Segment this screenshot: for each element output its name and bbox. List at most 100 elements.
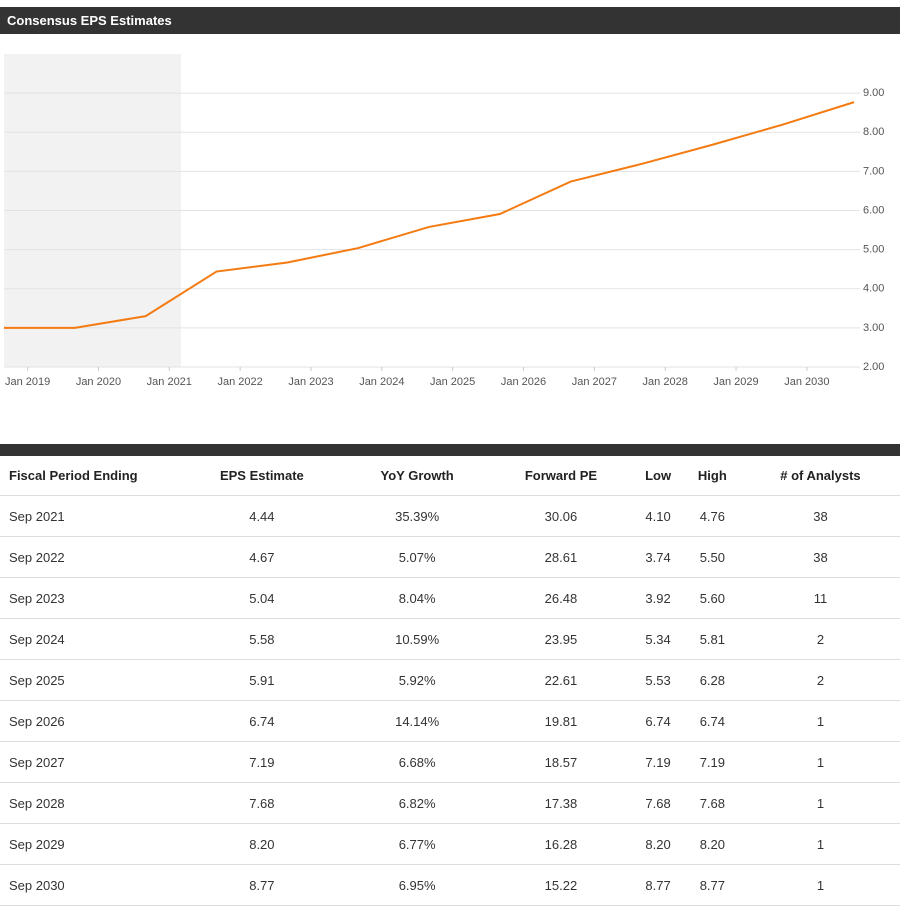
table-row: Sep 2027 7.19 6.68% 18.57 7.19 7.19 1	[0, 741, 900, 783]
header-row: Fiscal Period Ending EPS Estimate YoY Grow…	[0, 456, 900, 496]
x-tick-label: Jan 2020	[76, 376, 121, 388]
table-cell: 2	[740, 618, 900, 660]
table-cell: 6.68%	[344, 741, 490, 783]
table-cell: 8.77	[683, 864, 741, 906]
x-tick-label: Jan 2028	[643, 376, 688, 388]
table-cell: 10.59%	[344, 618, 490, 660]
column-header: High	[683, 456, 741, 496]
table-cell: 28.61	[489, 536, 633, 578]
x-tick-label: Jan 2024	[359, 376, 404, 388]
table-cell: 18.57	[489, 741, 633, 783]
table-cell: Sep 2029	[0, 823, 179, 865]
table-row: Sep 2028 7.68 6.82% 17.38 7.68 7.68 1	[0, 782, 900, 824]
table-cell: 6.74	[179, 700, 345, 742]
table-cell: 7.68	[632, 782, 684, 824]
table-row: Sep 2030 8.77 6.95% 15.22 8.77 8.77 1	[0, 864, 900, 906]
table-cell: 5.50	[683, 536, 741, 578]
table-cell: 5.04	[179, 577, 345, 619]
table-cell: 6.28	[683, 659, 741, 701]
table-cell: 35.39%	[344, 495, 490, 537]
y-tick-label: 9.00	[863, 87, 884, 99]
table-cell: Sep 2023	[0, 577, 179, 619]
x-tick-label: Jan 2022	[218, 376, 263, 388]
table-cell: 14.14%	[344, 700, 490, 742]
table-cell: 6.74	[632, 700, 684, 742]
table-cell: 26.48	[489, 577, 633, 619]
table-cell: Sep 2025	[0, 659, 179, 701]
panel-title: Consensus EPS Estimates	[0, 7, 900, 34]
y-tick-label: 4.00	[863, 283, 884, 295]
x-tick-label: Jan 2030	[784, 376, 829, 388]
table-cell: 17.38	[489, 782, 633, 824]
table-row: Sep 2029 8.20 6.77% 16.28 8.20 8.20 1	[0, 823, 900, 865]
column-header: Fiscal Period Ending	[0, 456, 179, 496]
table-cell: 6.74	[683, 700, 741, 742]
column-header: Forward PE	[489, 456, 633, 496]
table-cell: 1	[740, 864, 900, 906]
table-cell: Sep 2022	[0, 536, 179, 578]
table-cell: 5.07%	[344, 536, 490, 578]
y-tick-label: 6.00	[863, 204, 884, 216]
table-cell: 8.04%	[344, 577, 490, 619]
table-cell: 4.76	[683, 495, 741, 537]
table-cell: 4.44	[179, 495, 345, 537]
column-header: EPS Estimate	[179, 456, 345, 496]
table-cell: Sep 2024	[0, 618, 179, 660]
table-cell: 4.10	[632, 495, 684, 537]
estimates-table: Fiscal Period Ending EPS Estimate YoY Grow…	[0, 456, 900, 906]
table-cell: 5.60	[683, 577, 741, 619]
table-cell: 5.81	[683, 618, 741, 660]
table-cell: Sep 2021	[0, 495, 179, 537]
divider	[0, 444, 900, 456]
table-cell: 7.19	[179, 741, 345, 783]
x-tick-label: Jan 2026	[501, 376, 546, 388]
table-cell: 7.68	[179, 782, 345, 824]
table-cell: 8.77	[179, 864, 345, 906]
table-cell: 5.58	[179, 618, 345, 660]
y-tick-label: 2.00	[863, 361, 884, 373]
table-cell: 19.81	[489, 700, 633, 742]
table-cell: 4.67	[179, 536, 345, 578]
table-cell: 1	[740, 823, 900, 865]
table-cell: 6.95%	[344, 864, 490, 906]
table-cell: 7.68	[683, 782, 741, 824]
table-cell: 8.20	[632, 823, 684, 865]
x-tick-label: Jan 2027	[572, 376, 617, 388]
table-cell: 8.77	[632, 864, 684, 906]
table-cell: 8.20	[179, 823, 345, 865]
column-header: # of Analysts	[740, 456, 900, 496]
table-cell: Sep 2026	[0, 700, 179, 742]
table-cell: 11	[740, 577, 900, 619]
table-cell: Sep 2028	[0, 782, 179, 824]
table-cell: 23.95	[489, 618, 633, 660]
table-row: Sep 2022 4.67 5.07% 28.61 3.74 5.50 38	[0, 536, 900, 578]
table-cell: 2	[740, 659, 900, 701]
y-tick-label: 7.00	[863, 165, 884, 177]
table-cell: 30.06	[489, 495, 633, 537]
table-cell: 5.92%	[344, 659, 490, 701]
x-tick-label: Jan 2021	[147, 376, 192, 388]
table-row: Sep 2024 5.58 10.59% 23.95 5.34 5.81 2	[0, 618, 900, 660]
y-tick-label: 5.00	[863, 244, 884, 256]
table-cell: 38	[740, 536, 900, 578]
table-cell: 1	[740, 700, 900, 742]
table-cell: 16.28	[489, 823, 633, 865]
x-tick-label: Jan 2029	[713, 376, 758, 388]
table-cell: Sep 2030	[0, 864, 179, 906]
table-cell: 38	[740, 495, 900, 537]
column-header: Low	[632, 456, 684, 496]
table-row: Sep 2026 6.74 14.14% 19.81 6.74 6.74 1	[0, 700, 900, 742]
table-cell: 5.34	[632, 618, 684, 660]
x-tick-label: Jan 2019	[5, 376, 50, 388]
table-cell: 3.92	[632, 577, 684, 619]
table-cell: 5.91	[179, 659, 345, 701]
table-cell: 3.74	[632, 536, 684, 578]
x-tick-label: Jan 2023	[288, 376, 333, 388]
table-cell: 6.77%	[344, 823, 490, 865]
table-cell: 5.53	[632, 659, 684, 701]
chart: 2.00 3.00 4.00 5.00 6.00 7.00 8.00 9.00 Jan 2019…	[4, 54, 884, 388]
y-tick-label: 3.00	[863, 322, 884, 334]
eps-line	[4, 101, 855, 329]
table-cell: 8.20	[683, 823, 741, 865]
